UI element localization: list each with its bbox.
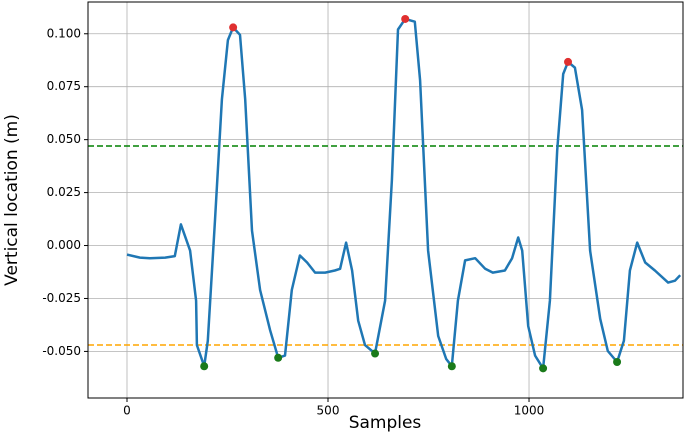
marker-point [401,14,410,23]
x-axis-label: Samples [349,413,422,433]
y-tick-label: 0.075 [47,79,81,93]
marker-point [229,23,238,32]
y-tick-label: 0.000 [47,238,81,252]
marker-point [564,57,573,66]
marker-point [447,362,456,371]
marker-point [539,364,548,373]
y-tick-label: 0.025 [47,185,81,199]
x-tick-label: 1000 [514,404,545,418]
data-line [126,17,682,370]
plot-frame [87,1,684,399]
y-axis-label: Vertical location (m) [2,114,22,286]
marker-point [200,362,209,371]
marker-point [371,349,380,358]
y-tick-label: -0.050 [42,344,81,358]
y-tick-label: 0.050 [47,132,81,146]
marker-point [613,358,622,366]
x-tick-label: 0 [123,404,131,418]
y-tick-label: 0.100 [47,26,81,40]
marker-point [274,353,283,362]
y-tick-label: -0.025 [42,291,81,305]
x-tick-label: 500 [317,404,340,418]
